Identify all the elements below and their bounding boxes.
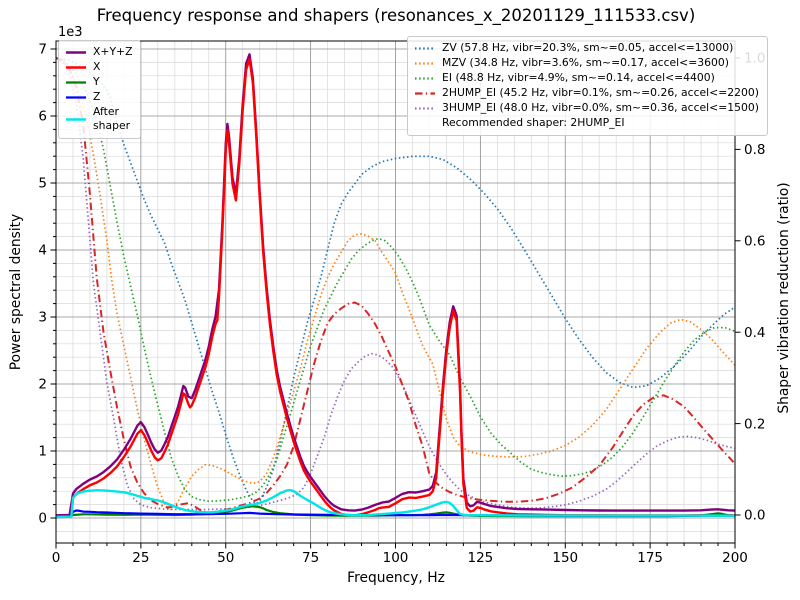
- x-tick-label: 100: [383, 550, 409, 566]
- curve-after: [56, 489, 735, 519]
- legend-footer-row: Recommended shaper: 2HUMP_EI: [414, 116, 759, 131]
- x-axis-label: Frequency, Hz: [347, 570, 445, 586]
- x-tick-label: 175: [637, 550, 663, 566]
- legend-line-sample-mzv: [415, 62, 435, 65]
- legend-shapers: ZV (57.8 Hz, vibr=20.3%, sm~=0.05, accel…: [407, 36, 768, 136]
- legend-label-hump3: 3HUMP_EI (48.0 Hz, vibr=0.0%, sm~=0.36, …: [442, 101, 759, 115]
- y-left-tick-label: 5: [38, 176, 47, 192]
- chart-title: Frequency response and shapers (resonanc…: [96, 6, 696, 25]
- x-tick-label: 150: [552, 550, 578, 566]
- legend-label-z: Z: [93, 90, 101, 104]
- legend-label-ei: EI (48.8 Hz, vibr=4.9%, sm~=0.14, accel<…: [442, 71, 715, 85]
- x-tick-label: 50: [217, 550, 234, 566]
- curves-layer: [56, 53, 735, 519]
- y-right-tick-label: 0.8: [744, 142, 765, 158]
- legend-psd: X+Y+Z X Y Z After shaper: [58, 40, 142, 139]
- legend-line-sample-hump3: [415, 107, 435, 110]
- legend-label-y: Y: [93, 75, 100, 89]
- y-right-tick-label: 0.6: [744, 234, 765, 250]
- legend-label-xyz: X+Y+Z: [93, 45, 133, 59]
- y-left-tick-label: 2: [38, 377, 47, 393]
- x-tick-label: 125: [467, 550, 493, 566]
- y-left-tick-label: 6: [38, 109, 47, 125]
- x-tick-label: 200: [722, 550, 748, 566]
- tick-labels: 0 25 50 75 100 125 150 175 200 0 1 2 3 4 5 6 7 0.0 0.2 0.4 0…: [38, 42, 765, 566]
- y-left-tick-label: 0: [38, 511, 47, 527]
- legend-label-hump2: 2HUMP_EI (45.2 Hz, vibr=0.1%, sm~=0.26, …: [442, 86, 759, 100]
- curve-xyz: [56, 53, 735, 517]
- legend-item-mzv: MZV (34.8 Hz, vibr=3.6%, sm~=0.17, accel…: [414, 56, 759, 71]
- x-tick-label: 25: [132, 550, 149, 566]
- y-right-tick-label: 0.0: [744, 508, 765, 524]
- legend-item-y: Y: [65, 75, 132, 90]
- y-right-tick-label: 0.2: [744, 416, 765, 432]
- legend-line-sample-zv: [415, 47, 435, 50]
- legend-recommended-shaper: Recommended shaper: 2HUMP_EI: [442, 116, 625, 130]
- legend-item-zv: ZV (57.8 Hz, vibr=20.3%, sm~=0.05, accel…: [414, 41, 759, 56]
- legend-item-z: Z: [65, 90, 132, 105]
- y-axis-label-left: Power spectral density: [8, 213, 24, 371]
- legend-line-sample-after: [66, 118, 86, 121]
- legend-label-zv: ZV (57.8 Hz, vibr=20.3%, sm~=0.05, accel…: [442, 41, 734, 55]
- curve-hump2: [56, 57, 735, 514]
- legend-item-hump2: 2HUMP_EI (45.2 Hz, vibr=0.1%, sm~=0.26, …: [414, 86, 759, 101]
- legend-line-sample-y: [66, 81, 86, 84]
- curve-zv: [56, 57, 735, 505]
- legend-label-mzv: MZV (34.8 Hz, vibr=3.6%, sm~=0.17, accel…: [442, 56, 729, 70]
- legend-line-sample-z: [66, 96, 86, 99]
- y-left-tick-label: 1: [38, 444, 47, 460]
- y-right-tick-label: 0.4: [744, 325, 765, 341]
- x-tick-label: 0: [52, 550, 61, 566]
- curve-x: [56, 57, 735, 518]
- grid-minor: [56, 41, 735, 543]
- y-axis-offset-label: 1e3: [58, 25, 83, 40]
- curve-ei: [56, 57, 735, 503]
- legend-line-sample-hump2: [415, 92, 435, 95]
- legend-line-sample-xyz: [66, 51, 86, 54]
- x-tick-label: 75: [302, 550, 319, 566]
- y-left-tick-label: 7: [38, 42, 47, 58]
- ticks: [50, 48, 741, 549]
- legend-item-ei: EI (48.8 Hz, vibr=4.9%, sm~=0.14, accel<…: [414, 71, 759, 86]
- y-axis-label-right: Shaper vibration reduction (ratio): [776, 182, 792, 414]
- legend-footer-spacer: [414, 123, 436, 124]
- legend-label-after: After shaper: [93, 105, 131, 133]
- legend-item-hump3: 3HUMP_EI (48.0 Hz, vibr=0.0%, sm~=0.36, …: [414, 101, 759, 116]
- legend-item-after: After shaper: [65, 105, 132, 134]
- legend-item-x: X: [65, 60, 132, 75]
- y-left-tick-label: 3: [38, 310, 47, 326]
- legend-item-xyz: X+Y+Z: [65, 45, 132, 60]
- legend-line-sample-x: [66, 66, 86, 69]
- y-left-tick-label: 4: [38, 243, 47, 259]
- legend-line-sample-ei: [415, 77, 435, 80]
- legend-label-x: X: [93, 60, 101, 74]
